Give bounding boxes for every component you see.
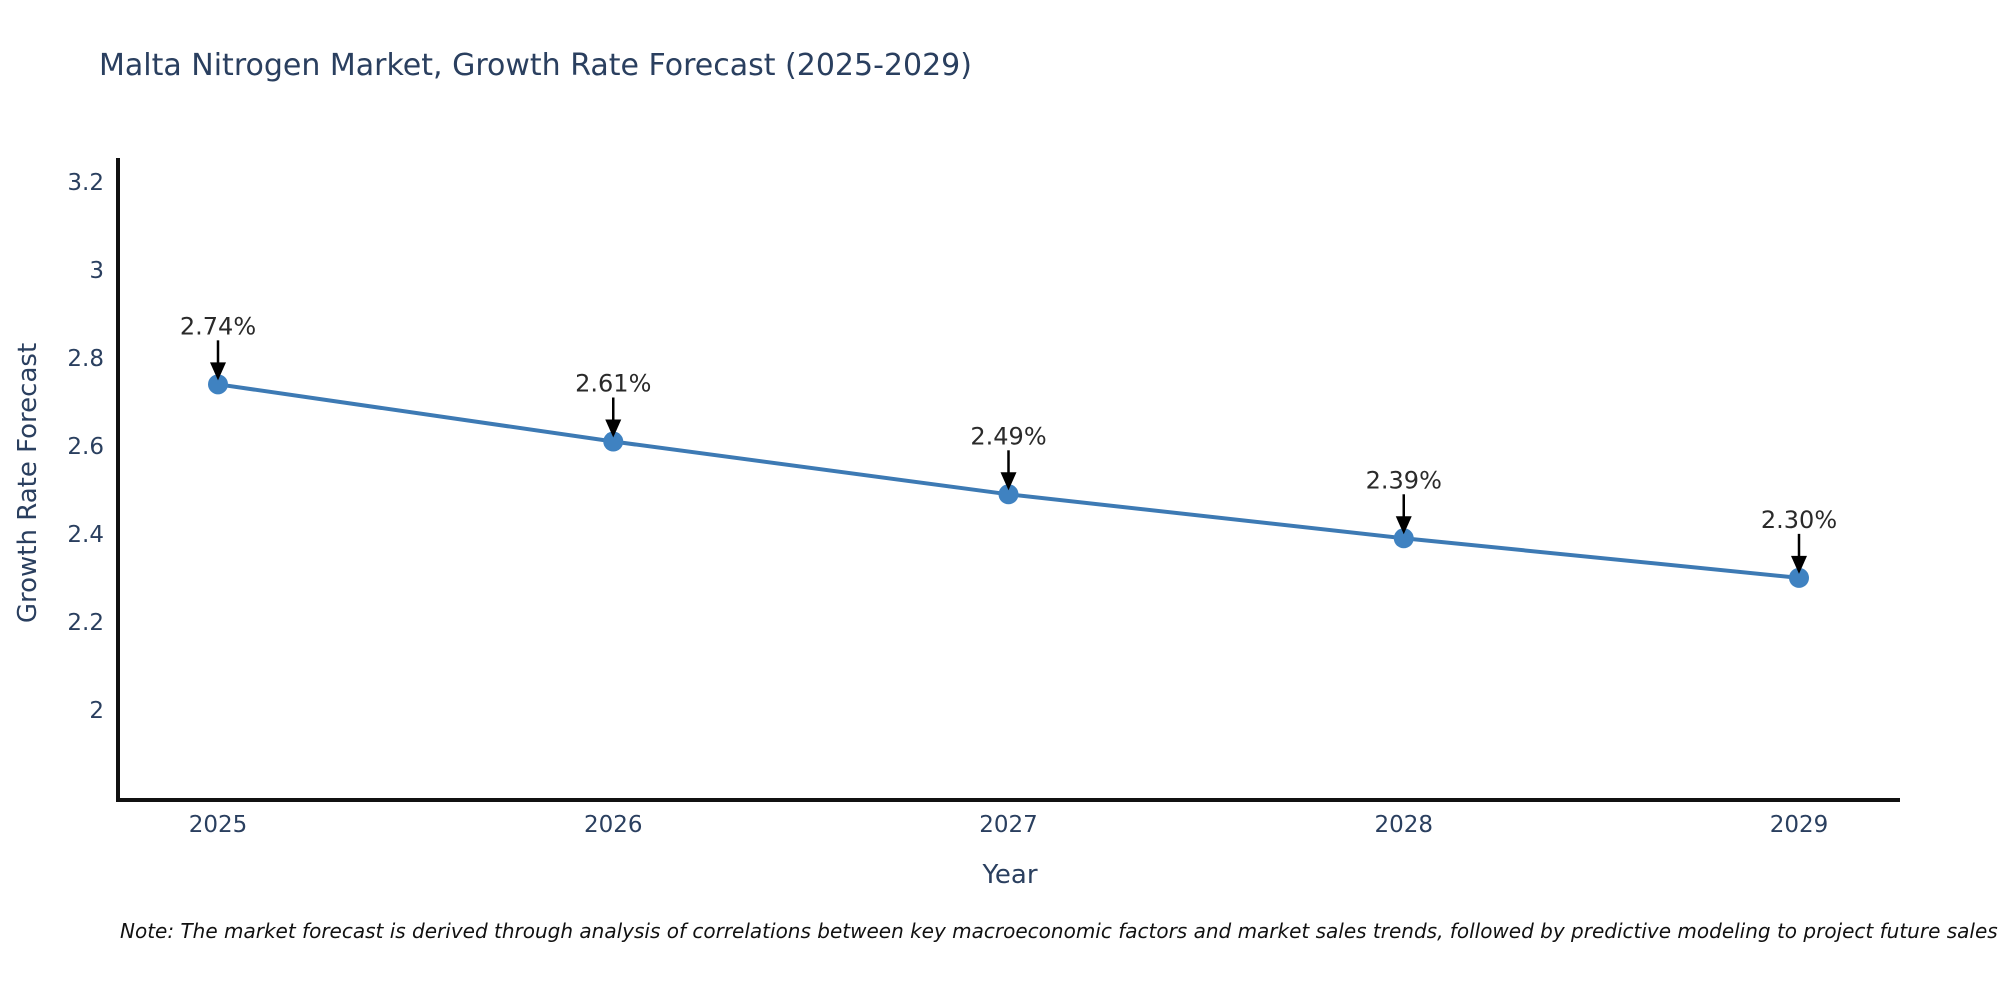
annotation-arrow-head: [1395, 516, 1412, 535]
y-tick-label: 2.8: [67, 346, 104, 372]
data-point: [998, 484, 1019, 505]
point-value-label: 2.30%: [1761, 506, 1837, 534]
data-point: [1393, 528, 1414, 549]
point-value-label: 2.49%: [970, 422, 1046, 450]
data-point: [208, 374, 228, 395]
annotation-arrow-head: [1000, 472, 1017, 491]
y-tick-label: 2.6: [67, 434, 104, 460]
annotation-arrow-head: [1791, 555, 1807, 574]
x-tick-label: 2027: [979, 812, 1038, 838]
data-point: [1789, 567, 1809, 588]
y-tick-label: 3.2: [67, 170, 104, 196]
annotation-arrow-head: [605, 419, 622, 438]
footnote: Note: The market forecast is derived thr…: [120, 919, 1998, 943]
y-tick-label: 2: [89, 698, 104, 724]
y-tick-label: 2.4: [67, 522, 104, 548]
point-value-label: 2.61%: [575, 370, 651, 398]
x-tick-label: 2025: [189, 812, 248, 838]
point-value-label: 2.74%: [180, 312, 256, 340]
chart-title: Malta Nitrogen Market, Growth Rate Forec…: [99, 48, 972, 83]
y-tick-label: 3: [89, 258, 104, 284]
data-point: [603, 431, 624, 452]
annotation-arrow-head: [210, 362, 226, 381]
x-tick-label: 2028: [1374, 812, 1433, 838]
point-value-label: 2.39%: [1366, 466, 1442, 494]
x-tick-label: 2026: [584, 812, 643, 838]
x-axis-title: Year: [982, 860, 1038, 890]
x-tick-label: 2029: [1770, 812, 1829, 838]
y-tick-label: 2.2: [67, 610, 104, 636]
